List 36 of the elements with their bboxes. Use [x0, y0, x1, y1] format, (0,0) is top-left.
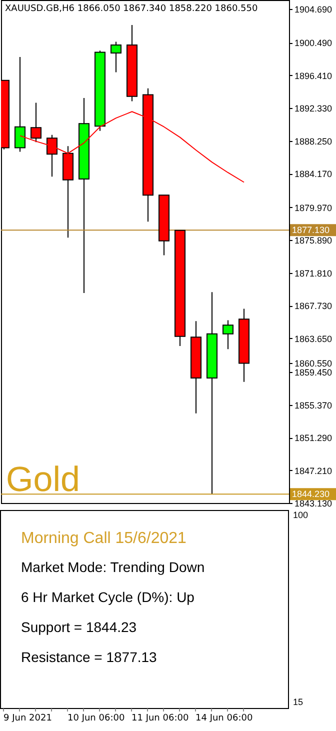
y-tick-label: 1847.210 [294, 466, 332, 476]
y-tick-label: 1904.690 [294, 4, 332, 14]
category-label: 9 Jun 2021 [4, 714, 52, 724]
candlestick [46, 134, 58, 178]
text: 6 Hr Market Cycle (D%): Up [21, 589, 195, 605]
category-label: 11 Jun 06:00 [132, 714, 189, 724]
y-tick-label: 1867.730 [294, 301, 332, 312]
candlestick [222, 320, 234, 350]
category-label: 14 Jun 06:00 [196, 714, 253, 724]
text: 100 [293, 510, 308, 520]
y-tick-label: 1875.890 [294, 236, 332, 246]
y-tick-label: 1863.650 [294, 334, 332, 344]
text: Support = 1844.23 [21, 619, 137, 635]
text: 15 [293, 697, 304, 707]
y-tick-label: 1888.250 [294, 136, 332, 146]
ref-line-label: 1844.230 [292, 489, 330, 500]
text: Resistance = 1877.13 [21, 649, 158, 665]
y-tick-label: 1892.330 [294, 104, 332, 114]
y-tick-label: 1896.410 [294, 70, 332, 81]
candlestick [14, 56, 26, 152]
y-tick-label: 1871.810 [294, 268, 332, 278]
y-tick-label: 1855.370 [294, 400, 332, 410]
ref-line-label: 1877.130 [292, 225, 330, 236]
y-tick-label: 1851.290 [294, 433, 332, 444]
text: Market Mode: Trending Down [21, 559, 205, 575]
candlestick [110, 41, 122, 73]
annotation: Gold [6, 460, 80, 499]
y-tick-label: 1879.970 [294, 202, 332, 213]
chart-title: XAUUSD.GB,H6 1866.050 1867.340 1858.220 1860.550 [5, 4, 258, 14]
y-tick-label: 1843.130 [294, 498, 332, 508]
category-label: 10 Jun 06:00 [68, 714, 125, 724]
y-tick-label: 1900.490 [294, 38, 332, 48]
y-tick-label: 1860.550 [294, 358, 332, 369]
y-tick-label: 1859.450 [294, 368, 332, 378]
text: Morning Call 15/6/2021 [21, 530, 187, 547]
y-tick-label: 1884.170 [294, 169, 332, 180]
